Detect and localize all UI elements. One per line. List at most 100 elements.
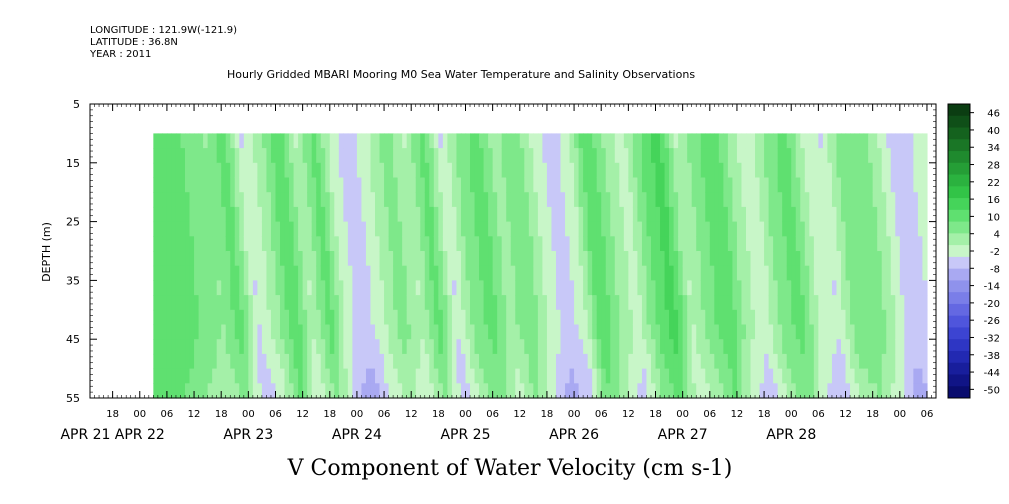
heatmap-cell	[221, 192, 227, 208]
heatmap-cell	[872, 221, 878, 237]
heatmap-cell	[727, 162, 734, 179]
heatmap-cell	[451, 148, 458, 164]
heatmap-cell	[270, 339, 277, 355]
heatmap-cell	[239, 353, 245, 370]
heatmap-cell	[560, 295, 566, 311]
heatmap-cell	[207, 192, 213, 208]
heatmap-cell	[438, 265, 444, 281]
heatmap-cell	[872, 324, 878, 340]
heatmap-cell	[329, 177, 335, 193]
heatmap-cell	[207, 353, 213, 370]
heatmap-cell	[646, 251, 652, 267]
heatmap-cell	[442, 353, 448, 370]
heatmap-cell	[203, 251, 209, 267]
heatmap-cell	[813, 383, 819, 399]
heatmap-cell	[881, 309, 887, 326]
heatmap-cell	[375, 324, 381, 340]
heatmap-cell	[420, 309, 426, 326]
heatmap-cell	[243, 280, 249, 296]
heatmap-cell	[510, 221, 516, 237]
heatmap-cell	[641, 177, 648, 193]
heatmap-cell	[203, 148, 209, 164]
heatmap-cell	[293, 295, 299, 311]
heatmap-cell	[424, 133, 430, 149]
heatmap-cell	[519, 206, 525, 223]
heatmap-cell	[311, 339, 317, 355]
heatmap-cell	[890, 339, 896, 355]
heatmap-cell	[587, 368, 593, 384]
heatmap-cell	[225, 206, 231, 223]
heatmap-cell	[840, 192, 847, 208]
x-tick-label: 00	[459, 409, 472, 420]
heatmap-cell	[574, 383, 580, 399]
heatmap-cell	[316, 280, 322, 296]
heatmap-cell	[460, 339, 467, 355]
heatmap-cell	[782, 339, 788, 355]
heatmap-cell	[646, 295, 652, 311]
heatmap-cell	[800, 221, 806, 237]
heatmap-cell	[890, 148, 896, 164]
heatmap-cell	[470, 206, 476, 223]
heatmap-cell	[587, 162, 593, 179]
heatmap-cell	[859, 177, 865, 193]
heatmap-cell	[886, 177, 892, 193]
heatmap-cell	[877, 368, 883, 384]
heatmap-cell	[574, 148, 580, 164]
heatmap-cell	[818, 162, 824, 179]
heatmap-cell	[393, 368, 399, 384]
colorbar-label: -8	[990, 264, 1000, 275]
heatmap-cell	[673, 309, 679, 326]
heatmap-cell	[623, 280, 629, 296]
heatmap-cell	[804, 148, 810, 164]
heatmap-cell	[198, 192, 204, 208]
heatmap-cell	[447, 192, 453, 208]
heatmap-cell	[320, 324, 326, 340]
heatmap-cell	[356, 148, 363, 164]
heatmap-cell	[673, 324, 679, 340]
heatmap-cell	[506, 339, 512, 355]
heatmap-cell	[497, 192, 503, 208]
heatmap-cell	[175, 133, 182, 149]
heatmap-cell	[393, 383, 399, 399]
heatmap-cell	[628, 265, 634, 281]
heatmap-cell	[854, 192, 860, 208]
heatmap-cell	[302, 148, 308, 164]
heatmap-cell	[465, 265, 471, 281]
heatmap-cell	[497, 133, 503, 149]
heatmap-cell	[569, 251, 575, 267]
heatmap-cell	[311, 368, 317, 384]
heatmap-cell	[388, 280, 394, 296]
heatmap-cell	[755, 368, 761, 384]
heatmap-cell	[329, 295, 335, 311]
heatmap-cell	[162, 295, 168, 311]
heatmap-cell	[185, 353, 191, 370]
heatmap-cell	[289, 177, 295, 193]
heatmap-cell	[565, 368, 571, 384]
heatmap-cell	[221, 236, 227, 252]
heatmap-cell	[343, 162, 349, 179]
heatmap-cell	[782, 280, 788, 296]
heatmap-cell	[189, 265, 195, 281]
heatmap-cell	[442, 162, 448, 179]
heatmap-cell	[293, 353, 299, 370]
heatmap-cell	[433, 383, 439, 399]
heatmap-cell	[316, 324, 322, 340]
heatmap-cell	[578, 353, 584, 370]
heatmap-cell	[872, 339, 878, 355]
heatmap-cell	[601, 353, 607, 370]
heatmap-cell	[569, 339, 575, 355]
x-tick-label: 00	[242, 409, 255, 420]
heatmap-cell	[456, 236, 462, 252]
heatmap-cell	[614, 192, 620, 208]
heatmap-cell	[289, 236, 295, 252]
heatmap-cell	[859, 383, 865, 399]
heatmap-cell	[460, 280, 467, 296]
heatmap-cell	[813, 236, 819, 252]
heatmap-cell	[393, 133, 399, 149]
heatmap-cell	[334, 192, 340, 208]
heatmap-cell	[257, 383, 263, 399]
heatmap-cell	[216, 383, 222, 399]
heatmap-cell	[872, 236, 878, 252]
heatmap-cell	[836, 353, 842, 370]
heatmap-cell	[691, 162, 697, 179]
